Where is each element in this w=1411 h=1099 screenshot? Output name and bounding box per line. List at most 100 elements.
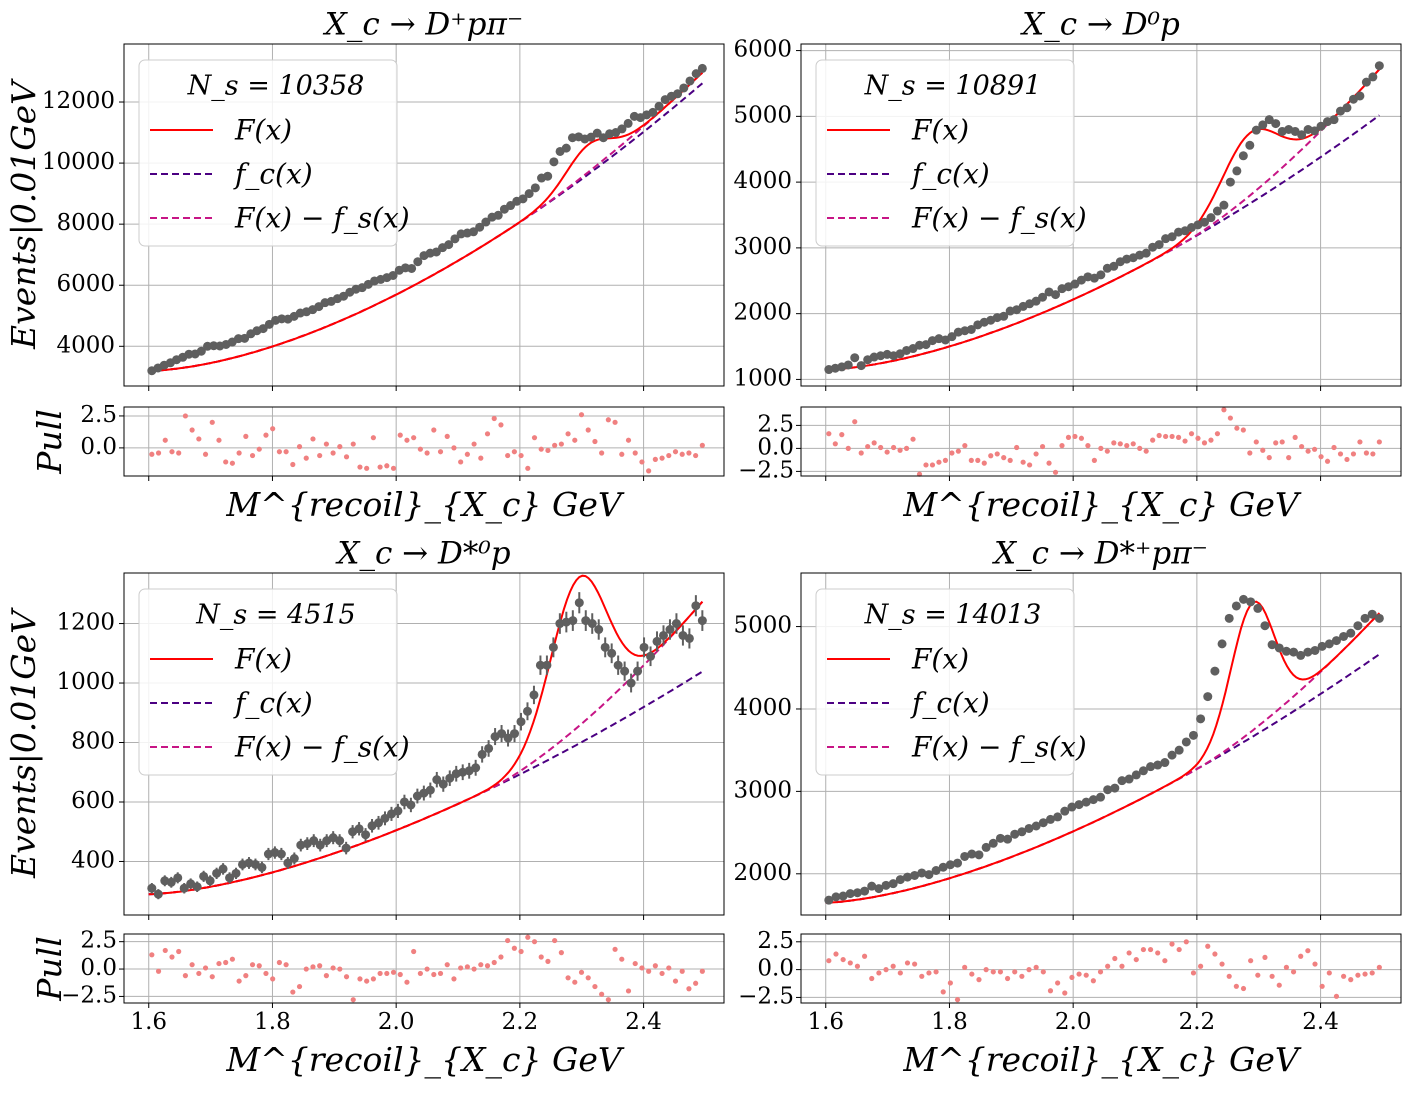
data-point [444, 240, 454, 250]
pull-point [826, 958, 832, 964]
data-point [1219, 200, 1229, 210]
pull-point [1355, 972, 1361, 978]
y-tick-label: 3000 [733, 234, 792, 260]
pull-point [949, 450, 955, 456]
pull-point [458, 459, 464, 465]
pull-point [343, 974, 350, 980]
pull-point [491, 415, 497, 422]
pull-point [229, 460, 235, 466]
legend-label: F(x) − f_s(x) [234, 202, 410, 235]
x-tick-label: 1.8 [931, 1009, 968, 1035]
pull-point [619, 956, 625, 962]
pull-point [364, 978, 370, 984]
data-point [205, 876, 215, 886]
pull-point [605, 997, 611, 1003]
data-point [1310, 645, 1320, 655]
pull-point [330, 450, 336, 456]
data-point [535, 660, 545, 670]
pull-point [196, 970, 202, 977]
pull-point [1357, 439, 1363, 445]
data-point [1038, 818, 1048, 828]
pull-point [1205, 943, 1211, 949]
pull-point [890, 963, 896, 969]
pull-point [1140, 946, 1147, 953]
pull-point [478, 455, 484, 461]
pull-point [929, 462, 936, 468]
pull-point [1269, 973, 1275, 979]
pull-point [505, 937, 511, 944]
pull-point [256, 446, 262, 452]
data-point [1324, 639, 1334, 649]
pull-point [693, 452, 699, 459]
pull-point [397, 432, 403, 438]
pull-point [592, 983, 598, 990]
pull-axes-frame [800, 406, 1402, 477]
y-axis-label: Events|0.01GeV [4, 607, 43, 879]
pull-point [891, 444, 897, 451]
data-point [503, 733, 513, 743]
data-point [1360, 613, 1370, 623]
pull-point [404, 437, 410, 443]
pull-point [370, 976, 376, 982]
data-point [289, 853, 299, 863]
pull-point [1283, 964, 1290, 970]
pull-point [926, 970, 932, 976]
y-tick-label: 2000 [733, 300, 792, 326]
data-point [413, 257, 423, 267]
legend-title: N_s = 10358 [187, 71, 365, 102]
subplot-4: X_c → D*⁺pπ⁻ 2000 3000 4000 5000 N_s = 14013 F… [733, 536, 1402, 1080]
pull-point [417, 446, 423, 452]
data-point [617, 124, 627, 134]
pull-axes-area [801, 407, 1401, 476]
data-point [341, 843, 351, 853]
subplot-title: X_c → D⁰p [1020, 7, 1180, 43]
pull-point [337, 444, 343, 450]
pull-point [693, 980, 699, 986]
data-point [276, 849, 286, 859]
pull-point [263, 432, 269, 438]
data-point [1310, 126, 1320, 136]
pull-point [1143, 448, 1149, 454]
pull-point [1019, 973, 1025, 979]
data-point [1251, 125, 1261, 135]
data-point [471, 763, 481, 773]
x-tick-label: 2.2 [1179, 1009, 1216, 1035]
pull-point [565, 431, 571, 437]
pull-point [826, 431, 832, 437]
y-tick-label: 600 [71, 788, 115, 814]
data-point [518, 194, 528, 204]
pull-point [1004, 975, 1011, 982]
pull-y-tick-label: 2.5 [757, 411, 794, 437]
pull-point [223, 959, 229, 966]
pull-point [444, 433, 450, 439]
pull-point [1155, 950, 1161, 956]
data-point [529, 690, 539, 700]
pull-point [1046, 460, 1052, 466]
pull-point [1290, 969, 1297, 975]
pull-point [317, 452, 323, 459]
pull-point [538, 954, 544, 960]
data-point [283, 858, 293, 868]
data-point [947, 332, 957, 342]
data-point [393, 806, 403, 816]
pull-axes-frame [123, 933, 725, 1004]
legend: N_s = 4515 F(x) f_c(x) F(x) − f_s(x) [138, 588, 410, 776]
data-point [1153, 760, 1163, 770]
pull-point [639, 459, 645, 465]
data-point [697, 616, 707, 626]
pull-point [350, 441, 356, 447]
pull-point [1137, 445, 1143, 451]
subplot-1: X_c → D⁺pπ⁻ 4000 6000 8000 10000 12000 N_s = 1… [4, 7, 725, 525]
pull-point [1341, 973, 1347, 979]
pull-point [310, 436, 316, 442]
data-point [1096, 792, 1106, 802]
data-point [196, 346, 206, 356]
pull-point [364, 465, 370, 471]
data-point [510, 729, 520, 739]
data-point [407, 263, 417, 273]
data-point [1038, 292, 1048, 302]
pull-point [910, 436, 916, 442]
data-point [852, 888, 862, 898]
y-tick-label: 12000 [42, 88, 115, 114]
